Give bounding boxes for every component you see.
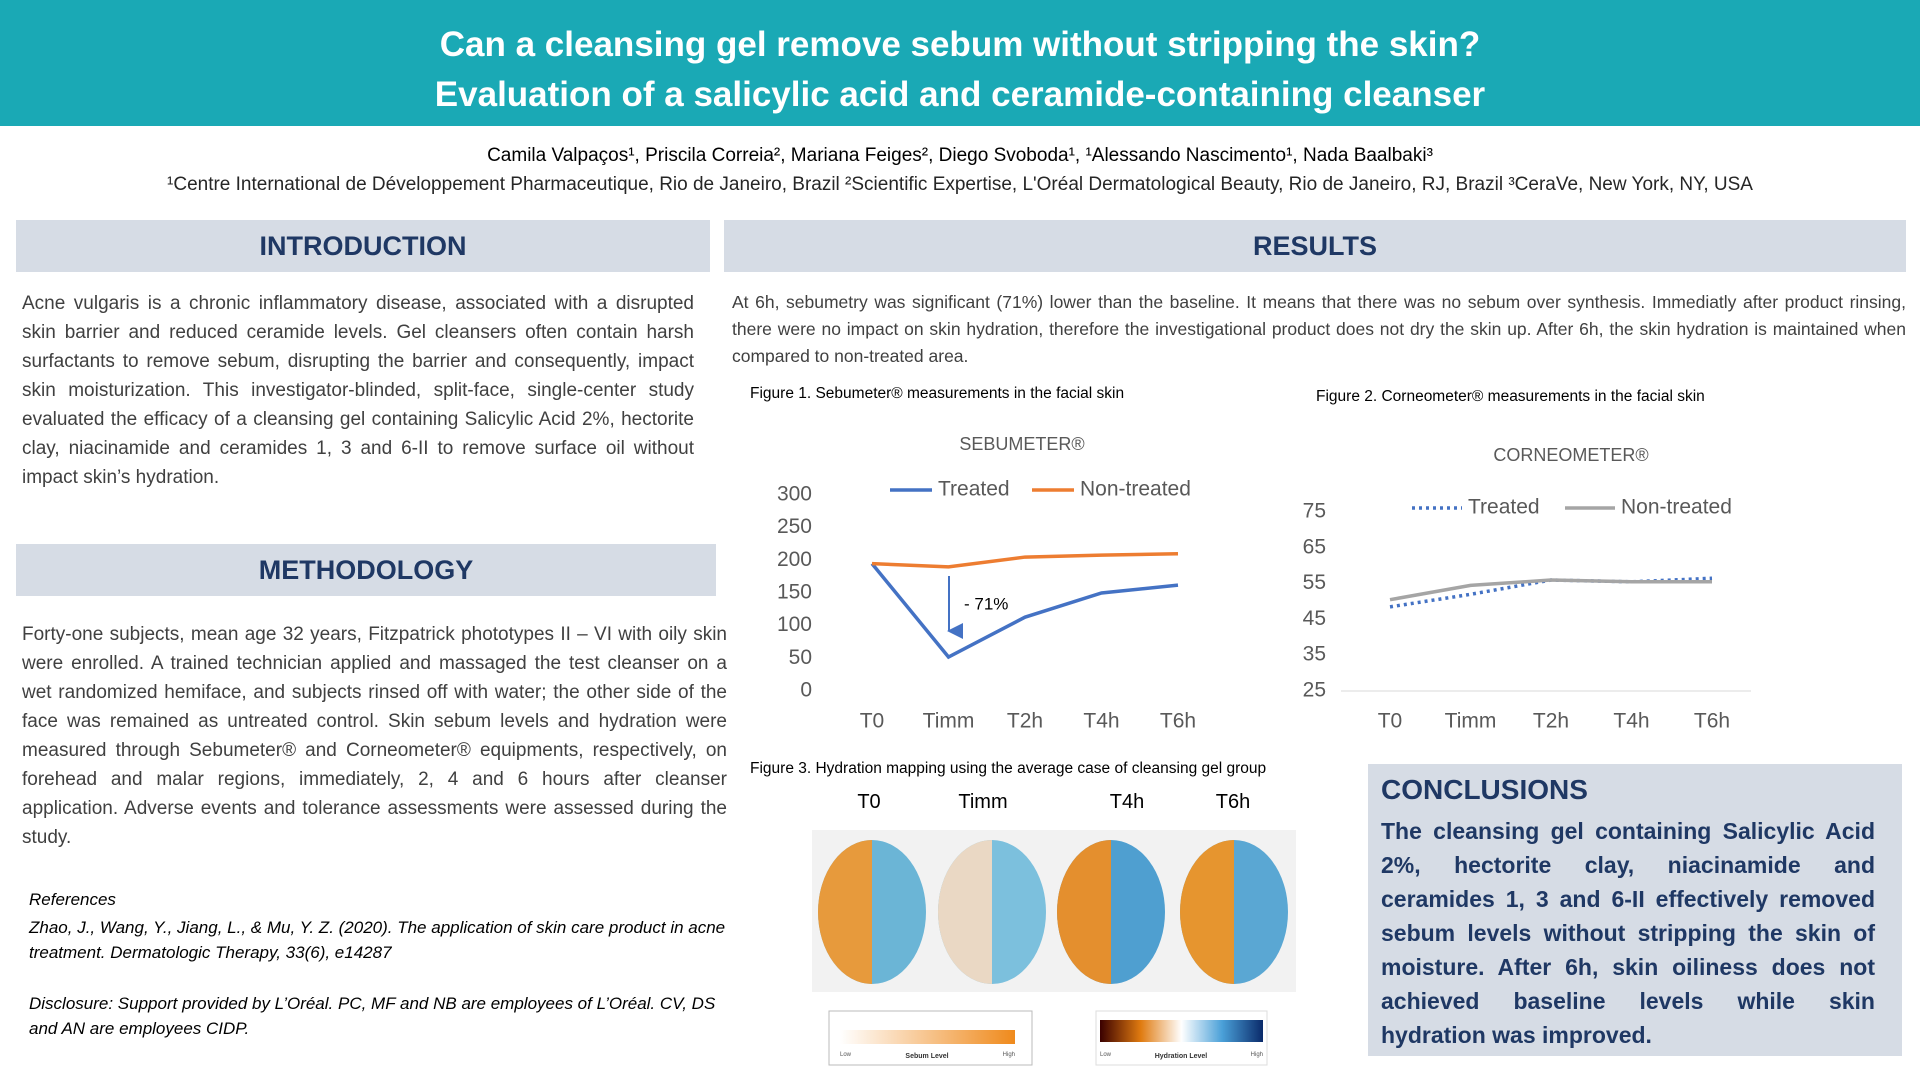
series-line [871, 552, 1179, 569]
y-tick-label: 300 [777, 483, 812, 506]
conclusions-text: The cleansing gel containing Salicylic A… [1381, 818, 1875, 1048]
scale-name: Sebum Level [905, 1053, 948, 1060]
y-tick-label: 75 [1303, 500, 1326, 523]
x-tick-label: T6h [1694, 710, 1730, 733]
x-tick-label: T0 [860, 710, 885, 733]
header-band [0, 0, 1920, 126]
affiliations: ¹Centre International de Développement P… [167, 174, 1753, 195]
y-tick-label: 45 [1303, 607, 1326, 630]
scale-label: Low [1100, 1052, 1112, 1058]
title: Can a cleansing gel remove sebum without… [0, 20, 1920, 120]
legend-label: Non-treated [1080, 478, 1191, 501]
legend-label: Non-treated [1621, 496, 1732, 519]
chart-title: SEBUMETER® [959, 434, 1084, 454]
face-label: T6h [1216, 791, 1250, 813]
face-label: T4h [1110, 791, 1144, 813]
authors: Camila Valpaços¹, Priscila Correia², Mar… [487, 145, 1433, 166]
intro-text: Acne vulgaris is a chronic inflammatory … [22, 293, 694, 488]
figure-caption: Figure 3. Hydration mapping using the av… [750, 760, 1267, 777]
y-tick-label: 250 [777, 515, 812, 538]
faces [818, 840, 1288, 984]
x-tick-label: T4h [1083, 710, 1119, 733]
conclusions-heading: CONCLUSIONS [1381, 774, 1588, 805]
conclusions-box [1368, 764, 1902, 1056]
x-tick-label: Timm [923, 710, 975, 733]
legend-label: Treated [1468, 496, 1540, 519]
face-label: Timm [958, 791, 1007, 813]
scale-label: High [1251, 1052, 1263, 1058]
annotation: - 71% [964, 594, 1008, 613]
series-line [870, 562, 1179, 660]
figure-caption: Figure 1. Sebumeter® measurements in the… [750, 385, 1125, 402]
y-tick-label: 150 [777, 581, 812, 604]
y-tick-label: 25 [1303, 679, 1326, 702]
y-tick-label: 200 [777, 548, 812, 571]
section-heading: METHODOLOGY [16, 544, 716, 596]
scale-name: Hydration Level [1155, 1053, 1208, 1060]
disclosure: Disclosure: Support provided by L’Oréal.… [29, 994, 716, 1038]
sebum-scale [840, 1030, 1015, 1044]
y-tick-label: 50 [789, 646, 812, 669]
section-heading: RESULTS [724, 220, 1906, 272]
title-line: Can a cleansing gel remove sebum without… [439, 25, 1481, 64]
section-heading: INTRODUCTION [16, 220, 710, 272]
chart-title: CORNEOMETER® [1493, 445, 1648, 465]
y-tick-label: 35 [1303, 643, 1326, 666]
title-line: Evaluation of a salicylic acid and ceram… [434, 75, 1486, 114]
y-tick-label: 0 [800, 679, 812, 702]
y-tick-label: 100 [777, 613, 812, 636]
x-tick-label: Timm [1445, 710, 1497, 733]
x-tick-label: T2h [1533, 710, 1569, 733]
references-heading: References [29, 890, 116, 909]
x-tick-label: T4h [1613, 710, 1649, 733]
results-text: At 6h, sebumetry was significant (71%) l… [732, 292, 1906, 366]
scale-label: Low [840, 1052, 852, 1058]
references-text: Zhao, J., Wang, Y., Jiang, L., & Mu, Y. … [29, 918, 726, 962]
x-tick-label: T0 [1378, 710, 1403, 733]
figure-caption: Figure 2. Corneometer® measurements in t… [1316, 388, 1705, 405]
hydration-scale [1100, 1020, 1263, 1042]
face-label: T0 [857, 791, 880, 813]
y-tick-label: 65 [1303, 535, 1326, 558]
methodology-text: Forty-one subjects, mean age 32 years, F… [22, 624, 727, 848]
y-tick-label: 55 [1303, 571, 1326, 594]
x-tick-label: T2h [1007, 710, 1043, 733]
legend-label: Treated [938, 478, 1010, 501]
series-line [1389, 578, 1712, 602]
x-tick-label: T6h [1160, 710, 1196, 733]
scale-label: High [1003, 1052, 1015, 1058]
